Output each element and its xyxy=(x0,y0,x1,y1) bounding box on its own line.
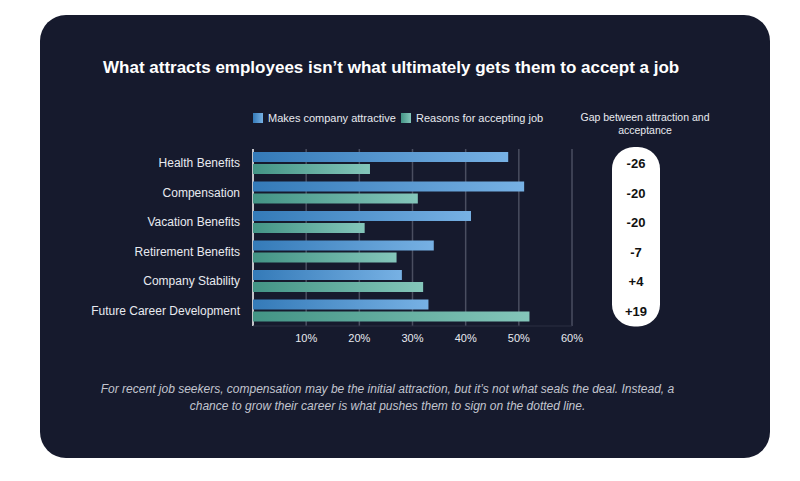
category-label: Vacation Benefits xyxy=(147,215,240,229)
chart: 10% 20% 30% 40% 50% 60% Health Benefits Compens… xyxy=(0,0,800,481)
gap-header: Gap between attraction and acceptance xyxy=(575,111,715,137)
grid-line xyxy=(305,149,307,326)
category-label: Retirement Benefits xyxy=(135,245,240,259)
category-label: Health Benefits xyxy=(159,156,240,170)
category-label: Future Career Development xyxy=(91,304,240,318)
bar xyxy=(253,223,365,233)
axis-line xyxy=(253,326,572,327)
bar xyxy=(253,312,529,322)
legend-swatch xyxy=(401,113,411,123)
bar xyxy=(253,211,471,221)
grid-line xyxy=(571,149,573,326)
gap-label: +4 xyxy=(629,274,645,289)
tick-label: 50% xyxy=(508,332,530,344)
grid-line xyxy=(518,149,520,326)
axis-line xyxy=(252,149,254,326)
title: What attracts employees isn’t what ultim… xyxy=(103,58,743,78)
tick-label: 40% xyxy=(455,332,477,344)
bar xyxy=(253,164,370,174)
gap-label: -20 xyxy=(627,186,646,201)
gap-label: -26 xyxy=(627,156,646,171)
bar xyxy=(253,152,508,162)
legend-label: Reasons for accepting job xyxy=(416,112,543,124)
footnote: For recent job seekers, compensation may… xyxy=(100,381,675,415)
gap-pill xyxy=(612,147,660,327)
tick-label: 60% xyxy=(561,332,583,344)
bar xyxy=(253,282,423,292)
grid-line xyxy=(465,149,467,326)
grid-line xyxy=(359,149,361,326)
bar xyxy=(253,194,418,204)
gap-label: +19 xyxy=(625,304,647,319)
category-label: Company Stability xyxy=(143,274,240,288)
bar xyxy=(253,182,524,192)
grid-line xyxy=(412,149,414,326)
bar xyxy=(253,270,402,280)
bars xyxy=(253,152,529,322)
gap-label: -7 xyxy=(630,245,642,260)
category-label: Compensation xyxy=(163,186,240,200)
gap-label: -20 xyxy=(627,215,646,230)
bar xyxy=(253,253,397,263)
tick-label: 20% xyxy=(348,332,370,344)
legend-label: Makes company attractive xyxy=(268,112,396,124)
bar xyxy=(253,241,434,251)
legend-swatch xyxy=(253,113,263,123)
tick-label: 10% xyxy=(295,332,317,344)
tick-label: 30% xyxy=(401,332,423,344)
bar xyxy=(253,300,428,310)
